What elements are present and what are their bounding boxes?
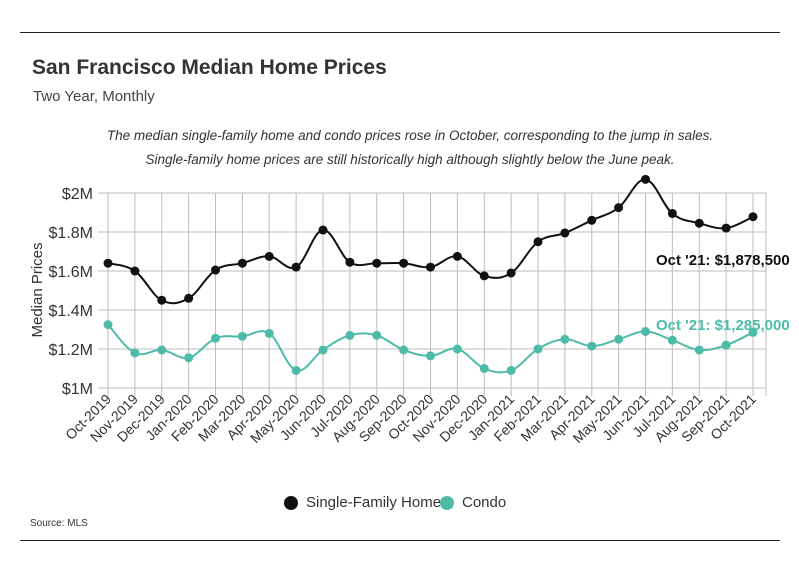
data-point-single-family xyxy=(157,295,167,305)
data-point-condo xyxy=(130,348,140,358)
data-point-condo xyxy=(614,334,624,344)
data-point-condo xyxy=(318,345,328,355)
data-point-condo xyxy=(587,341,597,351)
data-point-single-family xyxy=(533,237,543,247)
data-point-condo xyxy=(641,326,650,336)
data-point-condo xyxy=(103,320,113,330)
data-point-single-family xyxy=(506,268,516,278)
data-point-single-family xyxy=(667,208,677,218)
data-point-single-family xyxy=(291,262,301,272)
y-tick-label: $1M xyxy=(62,381,93,398)
chart-subtitle: Two Year, Monthly xyxy=(33,88,155,105)
legend-label-single-family: Single-Family Home xyxy=(306,494,442,511)
data-point-condo xyxy=(426,351,435,361)
data-point-single-family xyxy=(614,203,624,213)
data-point-single-family xyxy=(184,293,194,303)
legend-dot-single-family xyxy=(284,495,298,510)
legend-label-condo: Condo xyxy=(462,494,507,511)
data-point-single-family xyxy=(479,271,489,281)
data-point-condo xyxy=(452,344,462,354)
data-point-single-family xyxy=(694,218,704,228)
data-point-condo xyxy=(157,345,167,355)
data-point-condo xyxy=(291,365,301,375)
data-point-single-family xyxy=(103,258,113,268)
data-point-single-family xyxy=(318,225,328,235)
data-point-condo xyxy=(560,334,570,344)
y-tick-label: $2M xyxy=(62,186,93,203)
top-rule xyxy=(20,32,780,33)
data-point-condo xyxy=(533,344,543,354)
data-point-single-family xyxy=(264,251,274,261)
data-point-single-family xyxy=(426,262,435,272)
bottom-rule xyxy=(20,540,780,541)
y-tick-label: $1.4M xyxy=(49,303,93,320)
data-point-single-family xyxy=(237,258,247,268)
data-point-single-family xyxy=(641,174,650,184)
legend-item-single-family: Single-Family Home xyxy=(284,494,441,511)
data-point-single-family xyxy=(452,251,462,261)
data-point-condo xyxy=(372,330,382,340)
data-point-condo xyxy=(345,330,355,340)
y-tick-label: $1.2M xyxy=(49,342,93,359)
data-point-condo xyxy=(184,353,194,363)
data-point-single-family xyxy=(587,215,597,225)
y-tick-label: $1.8M xyxy=(49,225,93,242)
data-point-single-family xyxy=(345,257,355,267)
chart-note-1: The median single-family home and condo … xyxy=(106,128,714,143)
data-point-single-family xyxy=(130,266,140,276)
data-point-condo xyxy=(748,327,758,337)
data-point-condo xyxy=(721,340,731,350)
data-point-single-family xyxy=(399,258,409,268)
y-axis-label: Median Prices xyxy=(29,242,46,337)
data-point-condo xyxy=(237,331,247,341)
data-point-condo xyxy=(506,365,516,375)
data-point-single-family xyxy=(721,223,731,233)
data-point-condo xyxy=(211,333,220,343)
source-note: Source: MLS xyxy=(30,518,88,529)
annotation-single-family: Oct '21: $1,878,500 xyxy=(656,252,790,269)
y-tick-label: $1.6M xyxy=(49,264,93,281)
legend-dot-condo xyxy=(440,495,454,510)
data-point-single-family xyxy=(748,212,758,222)
data-point-single-family xyxy=(211,265,220,275)
data-point-condo xyxy=(264,328,274,338)
data-point-condo xyxy=(399,345,409,355)
data-point-single-family xyxy=(372,258,382,268)
data-point-single-family xyxy=(560,228,570,238)
chart-note-2: Single-family home prices are still hist… xyxy=(145,152,675,167)
data-point-condo xyxy=(694,345,704,355)
data-point-condo xyxy=(479,364,489,373)
data-point-condo xyxy=(667,335,677,345)
annotation-condo: Oct '21: $1,285,000 xyxy=(656,317,790,334)
chart-title: San Francisco Median Home Prices xyxy=(32,56,387,79)
legend-item-condo: Condo xyxy=(440,494,506,511)
